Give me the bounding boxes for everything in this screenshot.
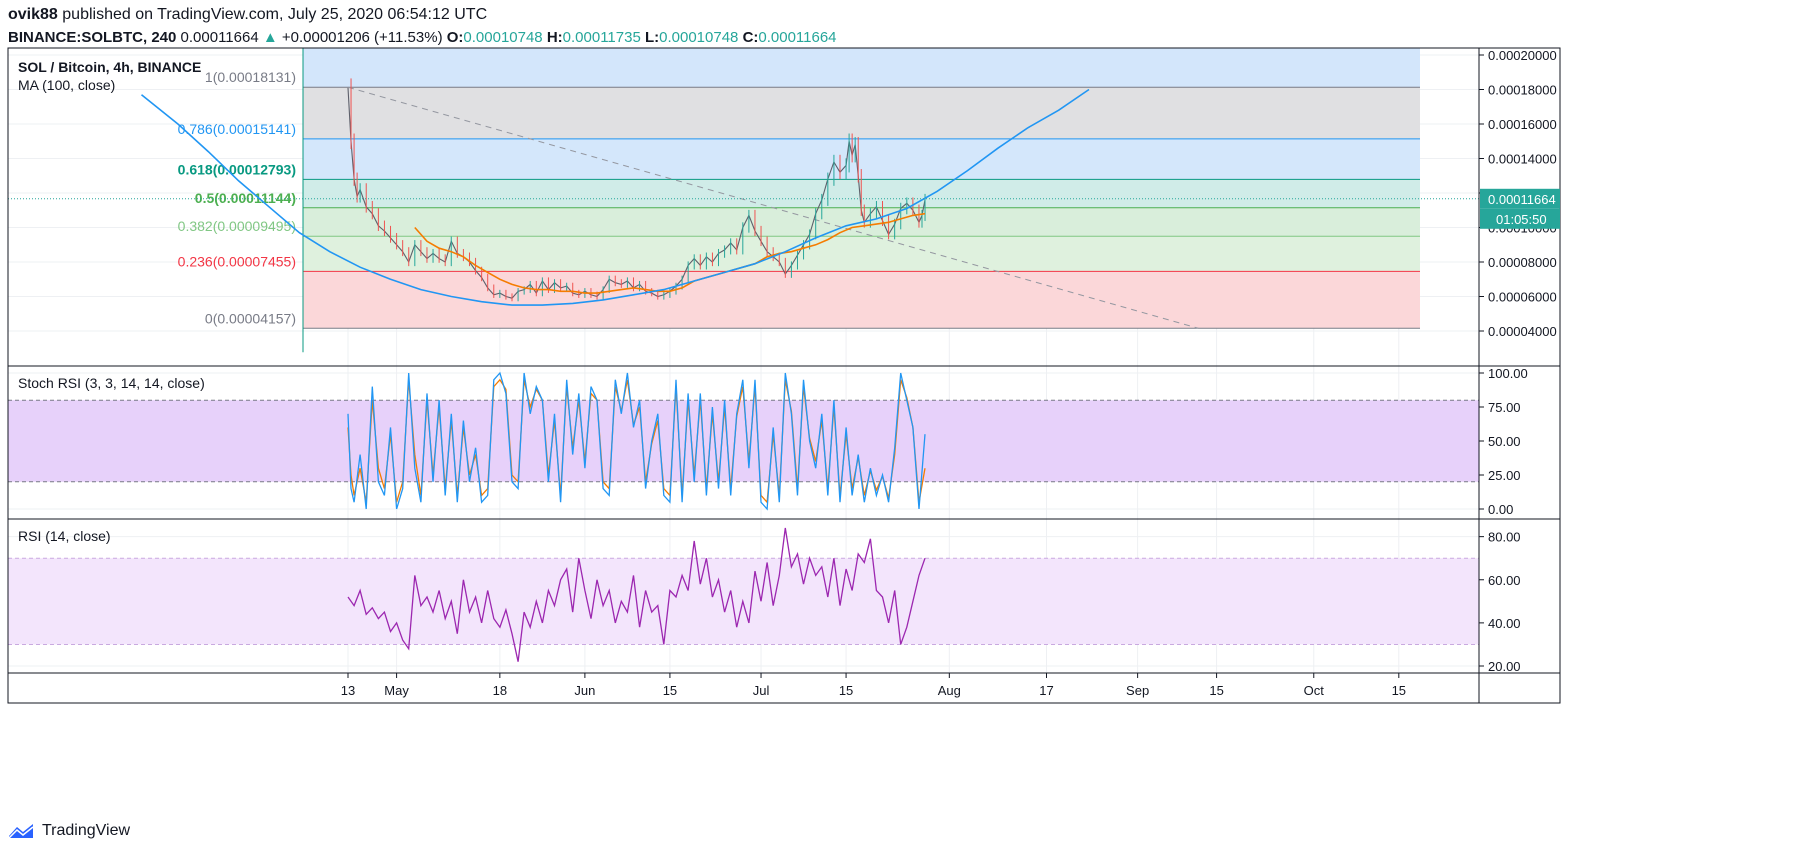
low-value: 0.00010748 bbox=[659, 29, 739, 46]
rsi-panel bbox=[8, 527, 1479, 667]
price-axis-label: 0.00006000 bbox=[1488, 290, 1557, 305]
arc-curve-line bbox=[140, 88, 1090, 306]
price-chart-title: SOL / Bitcoin, 4h, BINANCE bbox=[18, 59, 201, 75]
rsi-axis-label: 60.00 bbox=[1488, 573, 1521, 588]
stoch-rsi-panel bbox=[8, 371, 1479, 511]
fib-band bbox=[303, 271, 1420, 329]
countdown-label: 01:05:50 bbox=[1496, 212, 1547, 227]
price-axis-label: 0.00014000 bbox=[1488, 152, 1557, 167]
time-axis-label: 15 bbox=[1392, 683, 1406, 698]
trendline-dashed bbox=[347, 86, 1199, 329]
last-price-tag bbox=[1480, 188, 1560, 209]
publish-line: ovik88 published on TradingView.com, Jul… bbox=[8, 6, 487, 24]
time-axis-label: Sep bbox=[1126, 683, 1149, 698]
fib-level-label: 0.5(0.00011144) bbox=[195, 190, 296, 206]
stoch-axis-label: 75.00 bbox=[1488, 400, 1521, 415]
chart-frame bbox=[7, 47, 1561, 704]
stoch-axis-label: 25.00 bbox=[1488, 468, 1521, 483]
fib-level-label: 0.618(0.00012793) bbox=[178, 161, 296, 177]
price-panel: 1(0.00018131) 0.786(0.00015141) 0.618(0.00… bbox=[8, 48, 1479, 353]
stoch-axis-label: 0.00 bbox=[1488, 502, 1513, 517]
close-label: C: bbox=[742, 29, 759, 46]
fib-level-label: 0(0.00004157) bbox=[205, 310, 296, 326]
tradingview-logo-icon bbox=[8, 824, 34, 839]
rsi-axis-label: 80.00 bbox=[1488, 530, 1521, 545]
time-axis-label: 15 bbox=[1209, 683, 1223, 698]
rsi-axis-label: 20.00 bbox=[1488, 659, 1521, 674]
price-series-line bbox=[347, 87, 926, 299]
time-axis-label: 15 bbox=[839, 683, 853, 698]
stoch-band-fill bbox=[8, 400, 1479, 482]
price-change: +0.00001206 (+11.53%) bbox=[281, 29, 443, 46]
time-axis-label: 15 bbox=[663, 683, 677, 698]
high-label: H: bbox=[546, 29, 563, 46]
symbol-label: BINANCE:SOLBTC, 240 bbox=[8, 29, 177, 46]
fib-band bbox=[303, 48, 1420, 88]
stoch-axis-label: 100.00 bbox=[1488, 366, 1528, 381]
last-price: 0.00011664 bbox=[180, 29, 259, 46]
time-axis-label: 13 bbox=[341, 683, 355, 698]
ohlc-line: BINANCE:SOLBTC, 240 0.00011664 ▲ +0.0000… bbox=[8, 29, 837, 46]
time-axis-label: Jul bbox=[753, 683, 770, 698]
low-label: L: bbox=[644, 29, 660, 46]
rsi-axis-label: 40.00 bbox=[1488, 616, 1521, 631]
published-text: published on TradingView.com, July 25, 2… bbox=[62, 6, 488, 23]
fib-band bbox=[303, 236, 1420, 272]
fib-level-label: 0.786(0.00015141) bbox=[178, 121, 296, 137]
stoch-k-line bbox=[347, 371, 926, 511]
open-value: 0.00010748 bbox=[463, 29, 543, 46]
fib-level-label: 0.382(0.00009495) bbox=[178, 218, 296, 234]
rsi-band-fill bbox=[8, 558, 1479, 645]
time-axis-label: May bbox=[384, 683, 409, 698]
tradingview-brand[interactable]: TradingView bbox=[8, 822, 130, 840]
time-axis-label: Oct bbox=[1304, 683, 1325, 698]
ma-indicator-label: MA (100, close) bbox=[18, 77, 115, 93]
time-axis-label: 18 bbox=[493, 683, 507, 698]
x-axis: 13 May 18 Jun 15 Jul 15 Aug 17 Sep 15 Oct 15 bbox=[341, 673, 1406, 698]
price-axis-label: 0.00008000 bbox=[1488, 255, 1557, 270]
brand-name: TradingView bbox=[42, 822, 131, 839]
price-axis-label: 0.00004000 bbox=[1488, 324, 1557, 339]
author-name[interactable]: ovik88 bbox=[8, 6, 58, 23]
stoch-axis-label: 50.00 bbox=[1488, 434, 1521, 449]
open-label: O: bbox=[446, 29, 464, 46]
stoch-rsi-title: Stoch RSI (3, 3, 14, 14, close) bbox=[18, 375, 205, 391]
fib-level-label: 1(0.00018131) bbox=[205, 69, 296, 85]
time-axis-label: Aug bbox=[938, 683, 961, 698]
y-axis: 0.00020000 0.00018000 0.00016000 0.00014000… bbox=[1479, 48, 1557, 674]
price-axis-label: 0.00018000 bbox=[1488, 83, 1557, 98]
fib-band bbox=[303, 87, 1420, 139]
fib-level-label: 0.236(0.00007455) bbox=[178, 253, 296, 269]
close-value: 0.00011664 bbox=[758, 29, 837, 46]
price-axis-label: 0.00020000 bbox=[1488, 48, 1557, 63]
last-price-tag-label: 0.00011664 bbox=[1488, 192, 1556, 207]
ma100-line bbox=[414, 212, 926, 294]
high-value: 0.00011735 bbox=[562, 29, 641, 46]
rsi-title: RSI (14, close) bbox=[18, 528, 111, 544]
time-axis-label: 17 bbox=[1039, 683, 1053, 698]
countdown-tag bbox=[1480, 208, 1560, 229]
price-axis-label: 0.00016000 bbox=[1488, 117, 1557, 132]
time-axis-label: Jun bbox=[574, 683, 595, 698]
change-arrow-icon: ▲ bbox=[262, 29, 278, 46]
rsi-line bbox=[347, 527, 926, 662]
